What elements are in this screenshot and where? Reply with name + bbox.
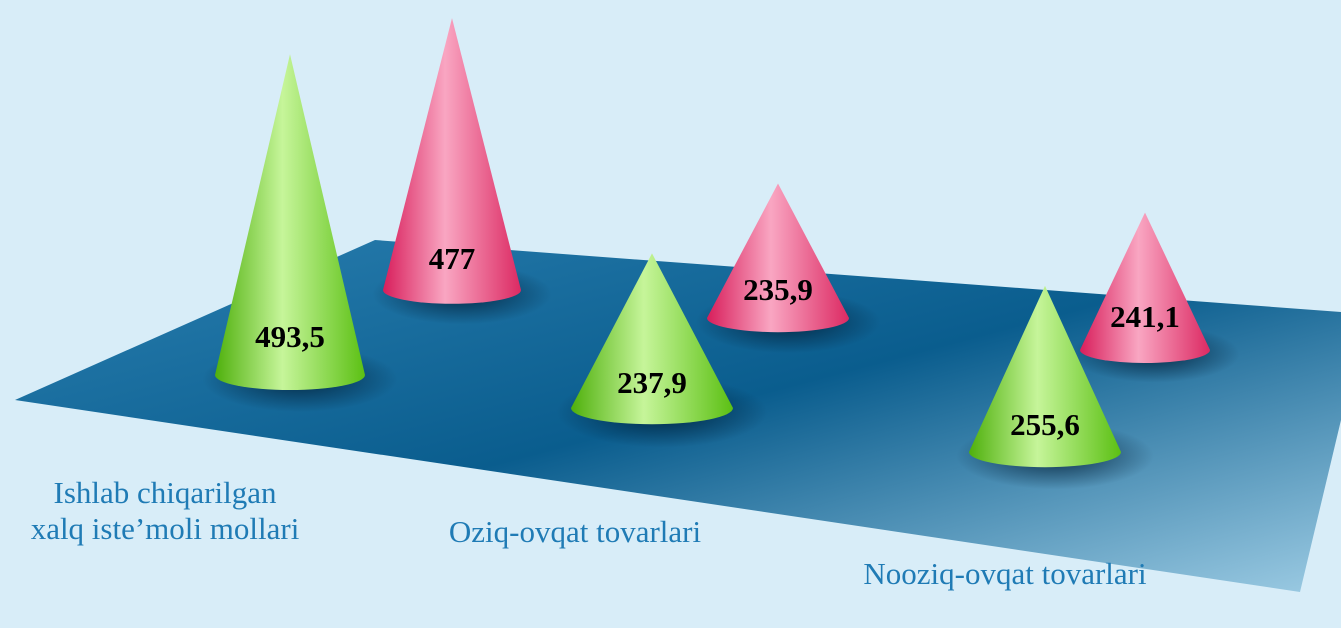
value-label: 493,5	[255, 319, 325, 354]
category-label: Nooziq-ovqat tovarlari	[863, 556, 1147, 591]
cone	[383, 18, 521, 304]
cone	[969, 285, 1121, 468]
cone	[571, 253, 733, 425]
value-label: 255,6	[1010, 407, 1080, 442]
category-label: Oziq-ovqat tovarlari	[448, 514, 702, 549]
category-label: Ishlab chiqarilgan xalq iste’moli mollar…	[30, 475, 300, 546]
cone	[1080, 212, 1210, 363]
value-label: 477	[429, 241, 476, 276]
cones: 477 235,9 241,1 493,5 237,9 255,6	[202, 18, 1240, 490]
cone	[215, 54, 365, 390]
value-label: 237,9	[617, 365, 687, 400]
cone	[707, 183, 849, 333]
value-label: 241,1	[1110, 299, 1180, 334]
value-label: 235,9	[743, 272, 813, 307]
